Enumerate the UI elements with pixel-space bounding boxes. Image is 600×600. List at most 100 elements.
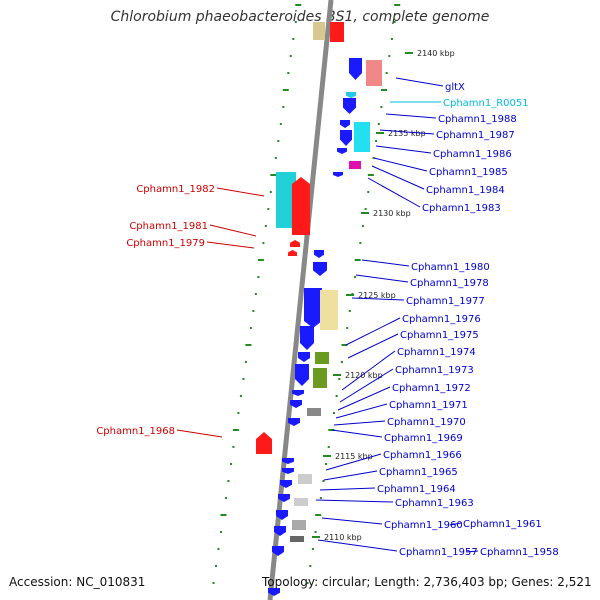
gene-label-reverse[interactable]: Cphamn1_1957 — [399, 547, 478, 558]
gene-label-reverse[interactable]: Cphamn1_1986 — [433, 149, 512, 160]
gene-arrow-reverse — [278, 494, 290, 502]
leader-line — [373, 157, 428, 172]
leader-line — [351, 297, 405, 301]
gene-block — [298, 474, 312, 484]
gene-label-reverse[interactable]: Cphamn1_1966 — [383, 450, 462, 461]
kbp-label: 2110 kbp — [324, 533, 362, 542]
gene-label-reverse[interactable]: Cphamn1_1961 — [463, 519, 542, 530]
gene-block — [292, 520, 306, 530]
gene-features — [256, 22, 382, 596]
gene-arrow-forward — [290, 240, 300, 247]
topology-text: Topology: circular; Length: 2,736,403 bp… — [262, 575, 592, 589]
kbp-label: 2135 kbp — [388, 129, 426, 138]
gene-arrow-reverse — [349, 58, 362, 80]
gene-arrow-reverse — [280, 480, 292, 488]
leader-line — [176, 429, 223, 438]
gene-arrow-reverse — [282, 458, 294, 464]
gene-label-reverse[interactable]: Cphamn1_1977 — [406, 296, 485, 307]
leader-line — [337, 386, 391, 411]
gene-arrow-forward — [256, 432, 272, 454]
tick-rings — [212, 4, 401, 584]
genome-backbone — [267, 0, 334, 600]
gene-arrow-reverse — [333, 172, 343, 177]
leader-line — [317, 539, 398, 552]
gene-label-reverse[interactable]: Cphamn1_1964 — [377, 484, 456, 495]
leader-line — [379, 129, 435, 135]
gene-label-reverse[interactable]: Cphamn1_1960 — [384, 520, 463, 531]
gene-label-reverse[interactable]: Cphamn1_1971 — [389, 400, 468, 411]
kbp-label: 2115 kbp — [335, 452, 373, 461]
gene-arrow-reverse — [300, 326, 314, 350]
gene-label-reverse[interactable]: Cphamn1_1972 — [392, 383, 471, 394]
gene-block — [354, 122, 370, 152]
gene-arrow-reverse — [292, 390, 304, 396]
gene-block — [313, 368, 327, 388]
gene-label-reverse[interactable]: Cphamn1_1970 — [387, 417, 466, 428]
gene-block — [307, 408, 321, 416]
gene-arrow-reverse — [337, 148, 347, 154]
gene-label-reverse[interactable]: Cphamn1_1980 — [411, 262, 490, 273]
gene-label-reverse[interactable]: Cphamn1_1978 — [410, 278, 489, 289]
leader-line — [341, 350, 396, 391]
gene-label-reverse[interactable]: Cphamn1_1973 — [395, 365, 474, 376]
gene-block — [320, 290, 338, 330]
gene-label-forward[interactable]: Cphamn1_1982 — [136, 184, 215, 195]
kbp-label: 2120 kbp — [345, 371, 383, 380]
gene-label-reverse[interactable]: Cphamn1_1969 — [384, 433, 463, 444]
leader-line — [385, 113, 437, 119]
gene-arrow-reverse — [272, 546, 284, 556]
accession-text: Accession: NC_010831 — [9, 575, 146, 589]
gene-arrow-reverse — [295, 364, 309, 386]
gene-arrow-reverse — [276, 510, 288, 520]
gene-label-reverse[interactable]: Cphamn1_1983 — [422, 203, 501, 214]
gene-arrow-reverse — [274, 526, 286, 536]
leader-line — [345, 317, 401, 346]
gene-arrow-reverse — [282, 468, 294, 474]
gene-arrow-reverse — [346, 92, 356, 98]
gene-block — [315, 352, 329, 364]
gene-block — [276, 172, 296, 228]
kbp-label: 2125 kbp — [358, 291, 396, 300]
leader-line — [371, 165, 425, 190]
gene-block — [313, 22, 325, 40]
leader-line — [209, 224, 257, 237]
gene-label-reverse[interactable]: Cphamn1_1974 — [397, 347, 476, 358]
kbp-markers: 2140 kbp 2135 kbp 2130 kbp 2125 kbp 2120 kbp… — [312, 49, 455, 542]
gene-label-reverse[interactable]: Cphamn1_1975 — [400, 330, 479, 341]
gene-label-reverse[interactable]: Cphamn1_1963 — [395, 498, 474, 509]
gene-label-reverse[interactable]: Cphamn1_1958 — [480, 547, 559, 558]
gene-label-reverse[interactable]: Cphamn1_1987 — [436, 130, 515, 141]
gene-arrow-reverse — [288, 418, 300, 426]
gene-label-reverse[interactable]: gltX — [445, 82, 465, 93]
gene-label-reverse[interactable]: Cphamn1_1984 — [426, 185, 505, 196]
leader-line — [321, 517, 383, 525]
gene-arrow-reverse — [343, 98, 356, 114]
leader-line — [216, 187, 265, 197]
leader-line — [361, 259, 410, 267]
gene-label-reverse[interactable]: Cphamn1_1988 — [438, 114, 517, 125]
gene-label-forward[interactable]: Cphamn1_1979 — [126, 238, 205, 249]
gene-arrow-forward — [288, 250, 297, 256]
gene-arrow-reverse — [290, 400, 302, 408]
leader-line — [331, 429, 383, 438]
gene-arrow-reverse — [313, 262, 327, 276]
kbp-label: 2130 kbp — [373, 209, 411, 218]
gene-label-forward[interactable]: Cphamn1_1981 — [129, 221, 208, 232]
leader-line — [323, 470, 378, 481]
leader-line — [395, 77, 444, 87]
leader-line — [449, 522, 462, 526]
rna-label[interactable]: Cphamn1_R0051 — [443, 98, 529, 109]
gene-label-forward[interactable]: Cphamn1_1968 — [96, 426, 175, 437]
leader-line — [339, 368, 394, 403]
gene-arrow-reverse — [314, 250, 324, 258]
leader-line — [347, 333, 399, 359]
gene-label-reverse[interactable]: Cphamn1_1965 — [379, 467, 458, 478]
gene-label-reverse[interactable]: Cphamn1_1985 — [429, 167, 508, 178]
gene-arrow-reverse — [340, 120, 350, 128]
leader-line — [315, 499, 394, 503]
gene-label-reverse[interactable]: Cphamn1_1976 — [402, 314, 481, 325]
gene-arrow-forward — [292, 177, 310, 235]
gene-block — [366, 60, 382, 86]
